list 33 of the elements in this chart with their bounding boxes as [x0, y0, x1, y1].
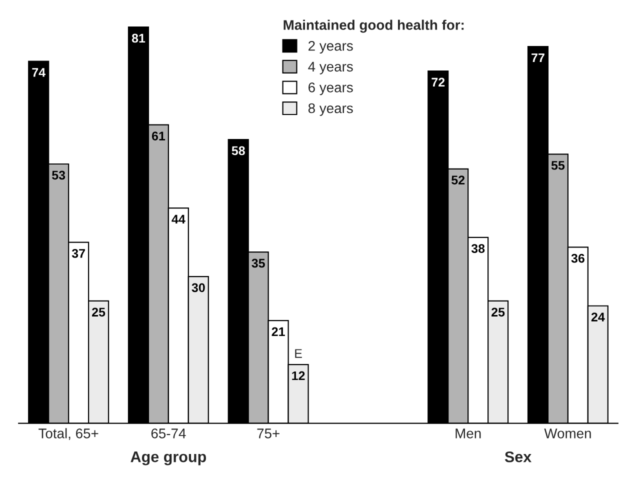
data-label: 24: [591, 312, 605, 322]
x-tick-label: 65-74: [151, 428, 186, 438]
x-tick-label: 75+: [257, 428, 280, 438]
data-label: 72: [432, 78, 445, 87]
data-label: 61: [152, 132, 166, 140]
x-tick-label: Women: [544, 428, 591, 438]
data-label: 81: [132, 34, 146, 43]
legend-label: 2 years: [308, 40, 353, 54]
legend-label: 8 years: [308, 103, 353, 116]
x-tick-label: Men: [456, 428, 481, 438]
data-label: 38: [471, 244, 485, 253]
data-label: 21: [272, 327, 285, 336]
data-label: 74: [32, 68, 46, 77]
data-label: 52: [452, 176, 465, 184]
data-label: 36: [571, 254, 584, 263]
data-label: 25: [92, 308, 106, 317]
legend-label: 6 years: [308, 82, 353, 96]
data-label: 30: [192, 283, 205, 292]
data-label: 37: [72, 249, 85, 258]
data-label: 53: [52, 170, 66, 180]
legend-title: Maintained good health for:: [284, 20, 464, 33]
data-label: 44: [172, 214, 186, 224]
data-label: 77: [532, 53, 544, 62]
text: Sex: [504, 451, 532, 462]
annotation: E: [295, 349, 302, 358]
data-label: 25: [492, 308, 505, 317]
data-label: 55: [551, 161, 565, 170]
legend-label: 4 years: [308, 62, 353, 74]
text: Age group: [130, 452, 206, 466]
data-label: 58: [232, 146, 245, 156]
data-label: 12: [292, 371, 305, 380]
data-label: 35: [252, 258, 265, 268]
x-tick-label: Total, 65+: [38, 428, 98, 440]
